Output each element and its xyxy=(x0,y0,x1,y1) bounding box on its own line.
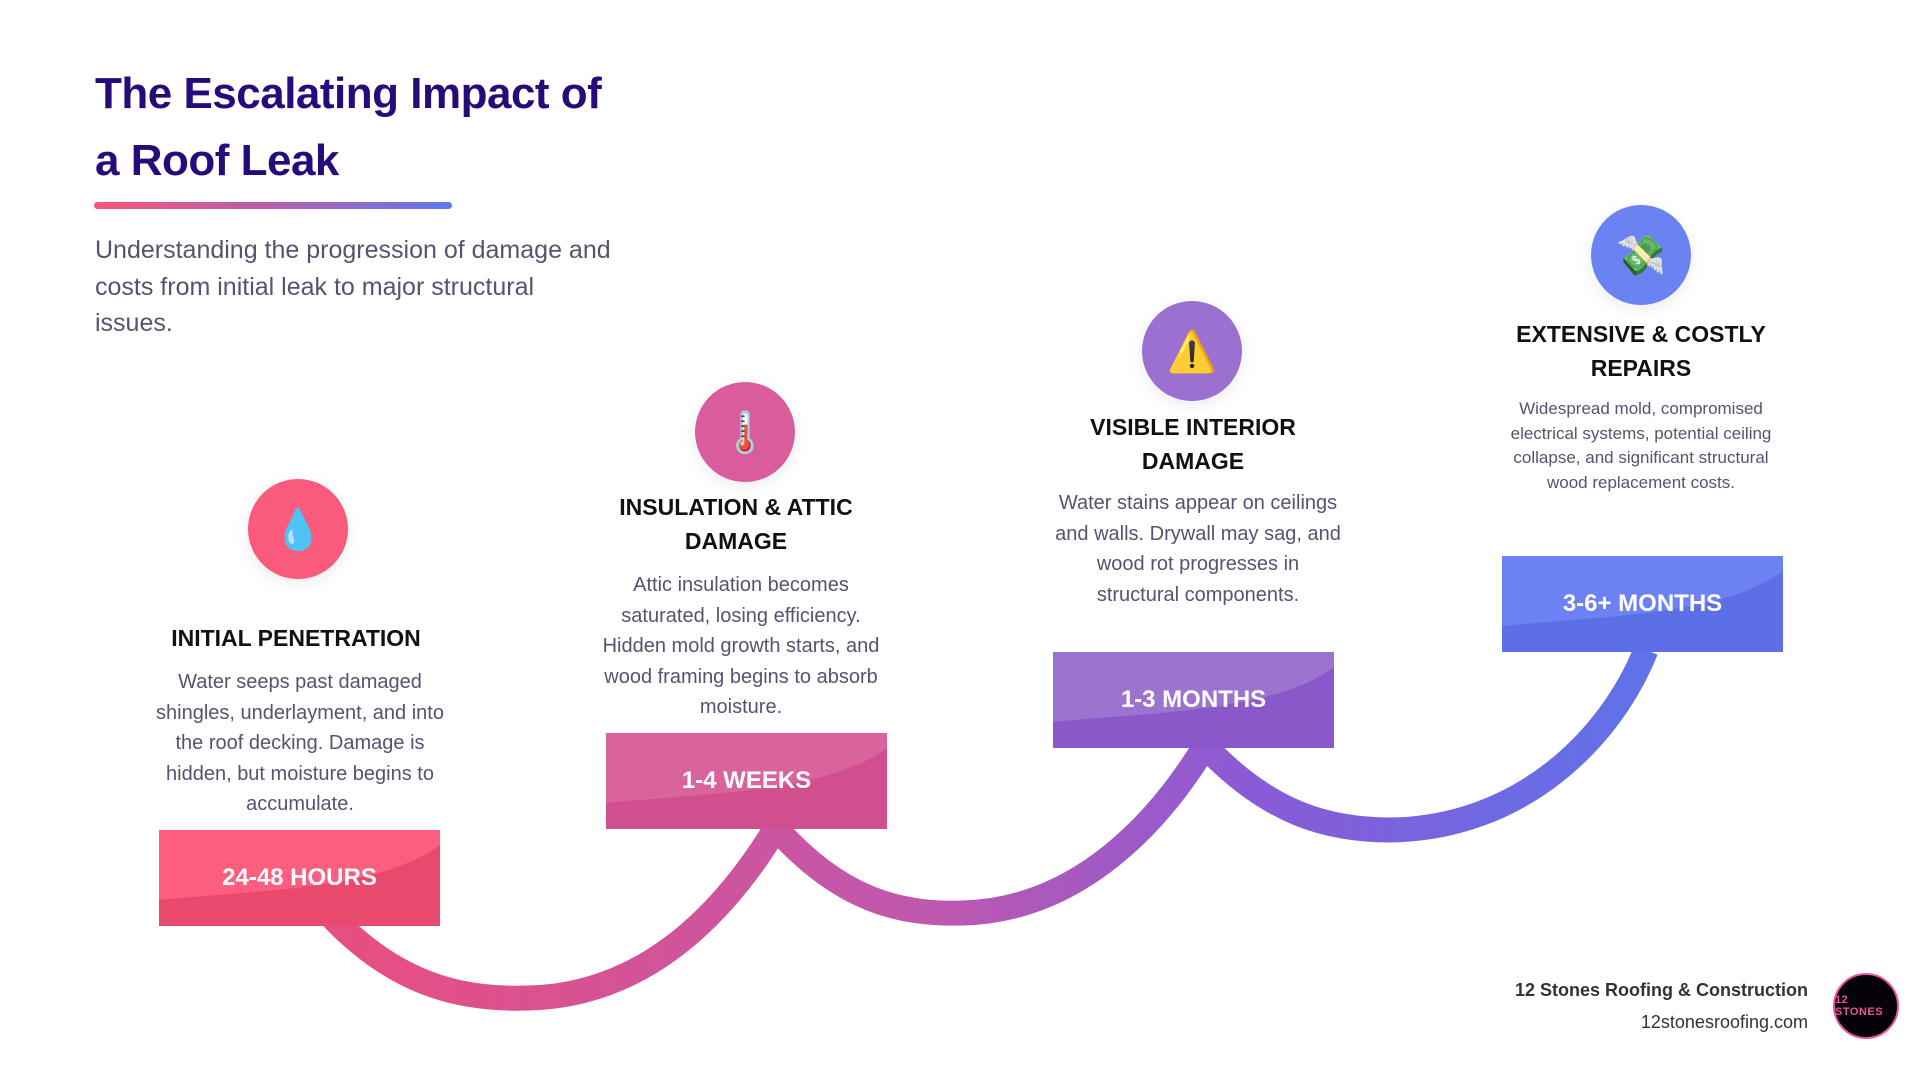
warning-icon: ⚠️ xyxy=(1167,329,1217,374)
page-title: The Escalating Impact of a Roof Leak xyxy=(95,60,695,194)
company-name: 12 Stones Roofing & Construction xyxy=(1514,980,1808,1000)
title-line-2: a Roof Leak xyxy=(95,136,339,185)
step-4-heading: EXTENSIVE & COSTLY REPAIRS xyxy=(1516,321,1766,381)
step-1-heading: INITIAL PENETRATION xyxy=(171,625,421,651)
subtitle: Understanding the progression of damage … xyxy=(95,236,611,337)
step-2-icon-circle: 🌡️ xyxy=(695,382,795,482)
step-1-description: Water seeps past damaged shingles, under… xyxy=(156,671,444,815)
thermometer-icon: 🌡️ xyxy=(720,410,770,455)
step-2-heading: INSULATION & ATTIC DAMAGE xyxy=(619,494,853,554)
company-website[interactable]: 12stonesroofing.com xyxy=(1640,1012,1808,1032)
step-4-icon-circle: 💸 xyxy=(1591,205,1691,305)
water-drop-icon: 💧 xyxy=(273,507,323,552)
step-4-description: Widespread mold, compromised electrical … xyxy=(1510,399,1772,492)
step-3-description: Water stains appear on ceilings and wall… xyxy=(1055,492,1341,606)
step-3-icon-circle: ⚠️ xyxy=(1142,301,1242,401)
step-2-timeframe: 1-4 WEEKS xyxy=(606,733,887,829)
company-logo: 12 STONES xyxy=(1833,973,1899,1039)
money-with-wings-icon: 💸 xyxy=(1616,233,1666,278)
timeline-curve xyxy=(320,645,1658,1011)
title-line-1: The Escalating Impact of xyxy=(95,69,602,118)
title-underline xyxy=(94,202,452,209)
step-3-timeframe: 1-3 MONTHS xyxy=(1053,652,1334,748)
step-1-timeframe: 24-48 HOURS xyxy=(159,830,440,926)
step-3-heading: VISIBLE INTERIOR DAMAGE xyxy=(1090,414,1296,474)
step-2-description: Attic insulation becomes saturated, losi… xyxy=(602,574,880,718)
step-4-timeframe: 3-6+ MONTHS xyxy=(1502,556,1783,652)
step-1-icon-circle: 💧 xyxy=(248,479,348,579)
